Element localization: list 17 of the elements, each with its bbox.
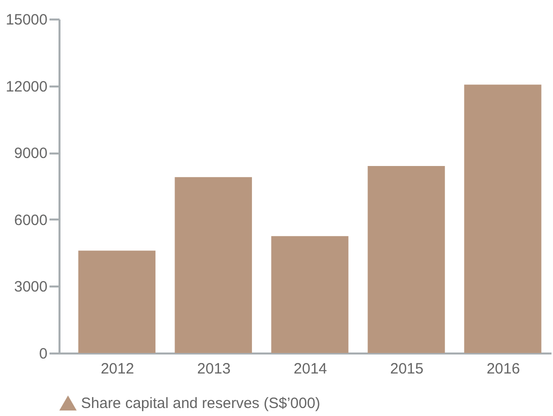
y-tick-label: 12000	[6, 78, 48, 96]
y-tick-label: 6000	[14, 212, 48, 229]
x-tick-label: 2012	[100, 360, 134, 378]
y-tick-label: 3000	[14, 278, 48, 296]
x-tick-label: 2013	[197, 360, 231, 378]
bar	[174, 177, 252, 353]
y-tick-label: 15000	[6, 12, 48, 28]
bar	[78, 250, 156, 353]
x-tick-label: 2016	[486, 360, 520, 378]
x-tick-label: 2014	[294, 360, 328, 378]
x-tick-label: 2015	[390, 360, 424, 378]
bar	[368, 166, 445, 353]
bar	[464, 84, 542, 353]
y-tick-label: 0	[39, 346, 48, 362]
legend-label: Share capital and reserves (S$’000)	[81, 395, 320, 412]
bar	[271, 236, 348, 353]
y-tick-label: 9000	[14, 145, 48, 162]
